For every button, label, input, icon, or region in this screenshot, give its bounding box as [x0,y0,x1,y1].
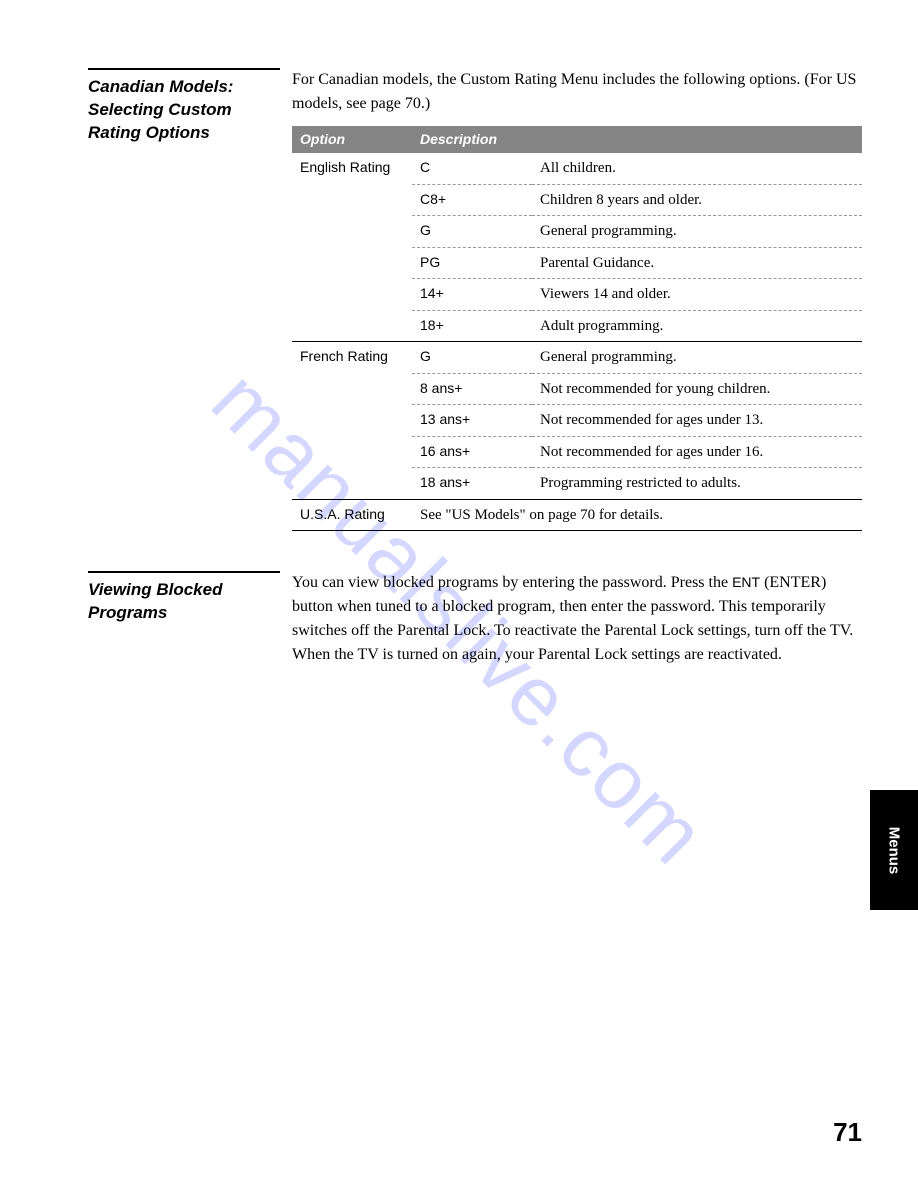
table-desc: Children 8 years and older. [532,184,862,216]
table-desc: General programming. [532,342,862,374]
table-code: 14+ [412,279,532,311]
table-option [292,405,412,437]
table-option [292,279,412,311]
table-code: G [412,342,532,374]
side-tab-label: Menus [885,826,902,874]
table-option: U.S.A. Rating [292,499,412,531]
table-code: 18 ans+ [412,468,532,500]
table-code: C8+ [412,184,532,216]
page-number: 71 [833,1117,862,1148]
page-content: Canadian Models: Selecting Custom Rating… [0,0,918,1188]
heading-rule [88,571,280,573]
section2-heading: Viewing Blocked Programs [88,571,292,667]
section2-paragraph: You can view blocked programs by enterin… [292,571,862,667]
table-desc: Programming restricted to adults. [532,468,862,500]
table-code: 8 ans+ [412,373,532,405]
table-desc: Not recommended for ages under 16. [532,436,862,468]
rating-table: Option Description English RatingCAll ch… [292,126,862,531]
table-code: G [412,216,532,248]
table-option [292,373,412,405]
section2-heading-text: Viewing Blocked Programs [88,579,280,625]
table-desc: General programming. [532,216,862,248]
side-tab-menus: Menus [870,790,918,910]
heading-rule [88,68,280,70]
body-pre: You can view blocked programs by enterin… [292,574,732,591]
table-desc: Not recommended for young children. [532,373,862,405]
section-canadian-models: Canadian Models: Selecting Custom Rating… [88,68,862,531]
table-option [292,247,412,279]
table-desc: Parental Guidance. [532,247,862,279]
table-option [292,436,412,468]
table-code: 18+ [412,310,532,342]
section1-heading-text: Canadian Models: Selecting Custom Rating… [88,76,280,145]
table-desc: Not recommended for ages under 13. [532,405,862,437]
table-option [292,216,412,248]
col-header-option: Option [292,126,412,153]
table-option: French Rating [292,342,412,374]
table-desc: All children. [532,153,862,184]
section1-body: For Canadian models, the Custom Rating M… [292,68,862,531]
table-option: English Rating [292,153,412,184]
table-option [292,468,412,500]
table-desc: Viewers 14 and older. [532,279,862,311]
table-code: 13 ans+ [412,405,532,437]
section1-heading: Canadian Models: Selecting Custom Rating… [88,68,292,531]
table-code: C [412,153,532,184]
table-desc-full: See "US Models" on page 70 for details. [412,499,862,531]
table-option [292,310,412,342]
section-viewing-blocked: Viewing Blocked Programs You can view bl… [88,571,862,667]
ent-label: ENT [732,574,760,590]
table-desc: Adult programming. [532,310,862,342]
table-code: 16 ans+ [412,436,532,468]
table-code: PG [412,247,532,279]
col-header-description: Description [412,126,862,153]
section1-intro: For Canadian models, the Custom Rating M… [292,68,862,116]
table-option [292,184,412,216]
section2-body: You can view blocked programs by enterin… [292,571,862,667]
